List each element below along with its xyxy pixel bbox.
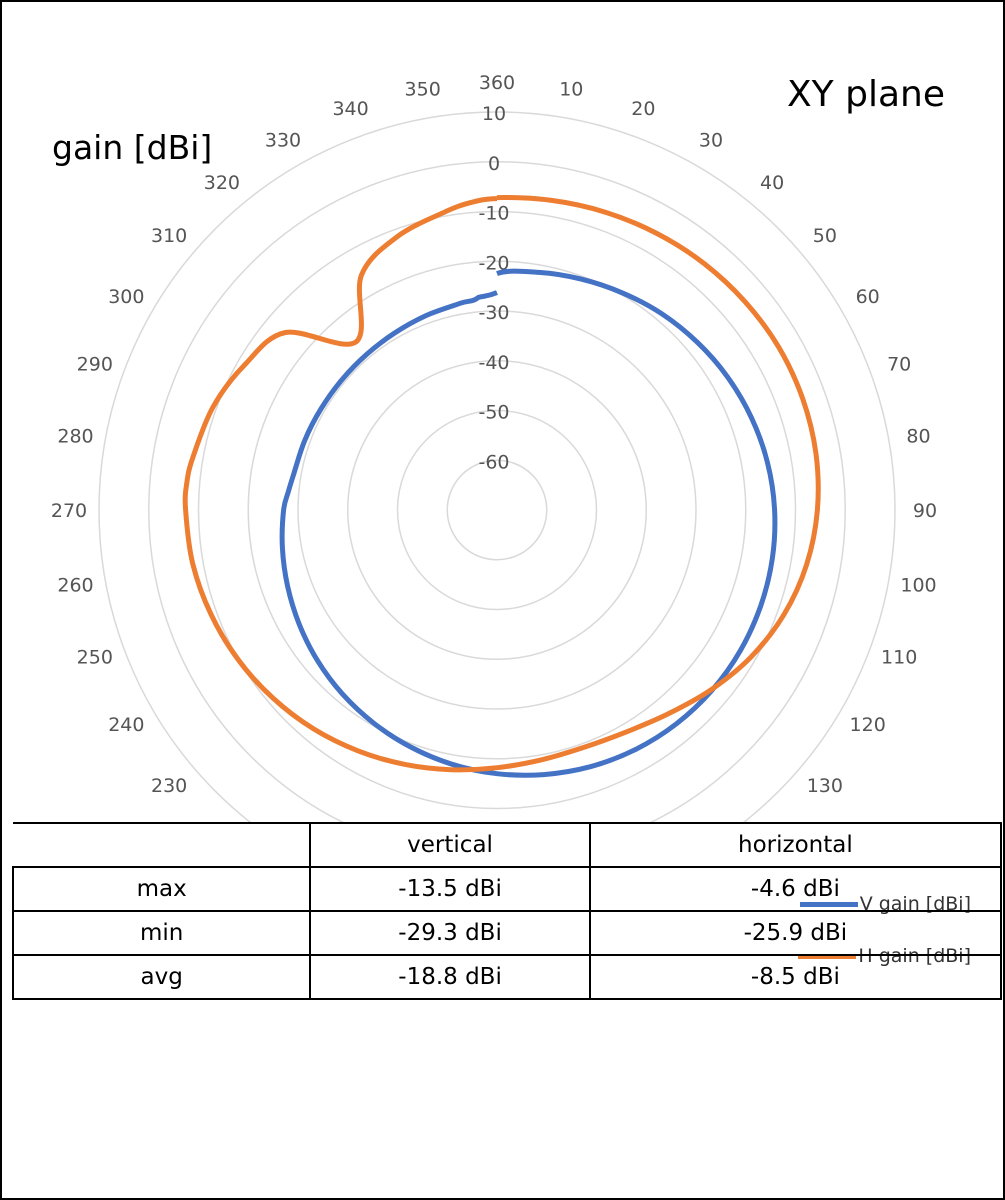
grid-ring: [98, 111, 896, 822]
radial-tick-label: -10: [478, 203, 509, 225]
angle-tick-label: 310: [151, 225, 187, 247]
angle-tick-label: 80: [906, 426, 930, 448]
angle-tick-label: 260: [57, 574, 93, 596]
angle-tick-label: 360: [479, 72, 515, 94]
angle-tick-label: 320: [204, 172, 240, 194]
angle-tick-label: 240: [108, 714, 144, 736]
angle-tick-label: 20: [631, 98, 655, 120]
angle-tick-label: 340: [332, 98, 368, 120]
table-header-horizontal: horizontal: [588, 822, 1003, 868]
radial-tick-label: -50: [478, 402, 509, 424]
table-row: min -29.3 dBi -25.9 dBi: [11, 910, 1003, 956]
grid-ring: [446, 459, 548, 561]
grid-ring: [347, 360, 647, 660]
angle-tick-label: 250: [77, 646, 113, 668]
row-label: avg: [11, 954, 312, 1000]
grid-ring: [247, 260, 747, 760]
row-label: max: [11, 866, 312, 912]
cell-horizontal: -8.5 dBi: [588, 954, 1003, 1000]
radial-tick-label: -30: [478, 302, 509, 324]
row-label: min: [11, 910, 312, 956]
grid-ring: [148, 161, 846, 822]
radial-tick-label: -20: [478, 252, 509, 274]
cell-vertical: -18.8 dBi: [309, 954, 591, 1000]
grid-ring: [396, 409, 598, 611]
grid-ring: [197, 210, 797, 810]
chart-title: XY plane: [787, 74, 945, 115]
cell-vertical: -13.5 dBi: [309, 866, 591, 912]
angle-tick-label: 70: [887, 354, 911, 376]
angle-tick-label: 10: [559, 79, 583, 101]
angle-tick-label: 230: [151, 775, 187, 797]
table-header-empty: [13, 822, 312, 868]
table-header-vertical: vertical: [309, 822, 591, 868]
polar-plot: 100-10-20-30-40-50-60 102030405060708090…: [51, 72, 937, 822]
angle-tick-label: 130: [807, 775, 843, 797]
angle-tick-label: 90: [913, 500, 937, 522]
radial-tick-label: 10: [482, 103, 506, 125]
angle-tick-label: 110: [881, 646, 917, 668]
table-row: avg -18.8 dBi -8.5 dBi: [11, 954, 1003, 1000]
table-row: max -13.5 dBi -4.6 dBi: [11, 866, 1003, 912]
table-header-row: vertical horizontal: [13, 822, 1003, 868]
angle-tick-label: 40: [760, 172, 784, 194]
angle-tick-label: 280: [57, 426, 93, 448]
polar-grid: [98, 111, 896, 822]
angle-tick-label: 300: [108, 286, 144, 308]
grid-ring: [297, 310, 697, 710]
gain-stats-table: vertical horizontal max -13.5 dBi -4.6 d…: [11, 822, 1003, 1000]
angle-tick-label: 270: [51, 500, 87, 522]
cell-vertical: -29.3 dBi: [309, 910, 591, 956]
series-line-h-gain: [182, 195, 821, 773]
angle-tick-label: 350: [405, 79, 441, 101]
angle-tick-label: 290: [77, 354, 113, 376]
gain-axis-label: gain [dBi]: [52, 128, 213, 167]
angle-tick-label: 100: [900, 574, 936, 596]
angle-tick-label: 30: [699, 129, 723, 151]
angle-tick-labels: 1020304050607080901001101201301401501601…: [51, 72, 937, 797]
radial-tick-labels: 10 0 -10 -20 -30 -40 -50 -60: [478, 103, 509, 473]
series-lines: [182, 195, 821, 778]
radial-tick-label: 0: [488, 153, 500, 175]
angle-tick-label: 50: [813, 225, 837, 247]
radial-tick-label: -40: [478, 352, 509, 374]
cell-horizontal: -25.9 dBi: [588, 910, 1003, 956]
angle-tick-label: 120: [850, 714, 886, 736]
angle-tick-label: 330: [265, 129, 301, 151]
radial-tick-label: -60: [478, 451, 509, 473]
series-line-v-gain: [279, 268, 778, 778]
angle-tick-label: 60: [856, 286, 880, 308]
cell-horizontal: -4.6 dBi: [588, 866, 1003, 912]
